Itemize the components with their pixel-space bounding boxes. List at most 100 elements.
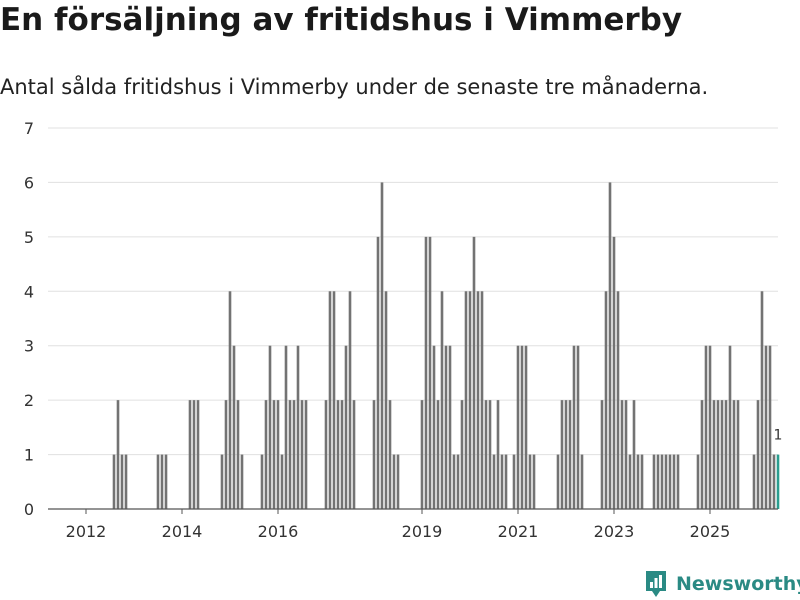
bar	[296, 345, 300, 509]
bar	[724, 400, 728, 509]
bar	[560, 400, 564, 509]
bar	[380, 182, 384, 509]
bar	[424, 236, 428, 509]
bar	[192, 400, 196, 509]
brand-logo: Newsworthy	[644, 568, 800, 600]
y-tick-label: 1	[24, 446, 34, 465]
bar	[672, 454, 676, 509]
bar	[636, 454, 640, 509]
bar	[532, 454, 536, 509]
bar	[428, 236, 432, 509]
bar	[696, 454, 700, 509]
bar	[760, 291, 764, 509]
bar	[236, 400, 240, 509]
bar	[720, 400, 724, 509]
bar	[604, 291, 608, 509]
bar	[756, 400, 760, 509]
y-tick-label: 7	[24, 119, 34, 138]
x-tick-label: 2021	[498, 522, 539, 541]
bar	[484, 400, 488, 509]
bar	[496, 400, 500, 509]
y-axis-ticks: 0 1 2 3 4 5 6 7	[24, 119, 34, 519]
bar	[664, 454, 668, 509]
bar	[112, 454, 116, 509]
bar	[444, 345, 448, 509]
bar	[344, 345, 348, 509]
bar	[116, 400, 120, 509]
bar	[676, 454, 680, 509]
bar	[700, 400, 704, 509]
bar	[612, 236, 616, 509]
bar	[712, 400, 716, 509]
y-tick-label: 6	[24, 173, 34, 192]
bar	[704, 345, 708, 509]
bar	[348, 291, 352, 509]
bar	[656, 454, 660, 509]
brand-name: Newsworthy	[676, 573, 800, 595]
bar	[372, 400, 376, 509]
bar	[224, 400, 228, 509]
bar	[292, 400, 296, 509]
bar	[500, 454, 504, 509]
bar	[464, 291, 468, 509]
bar	[752, 454, 756, 509]
bar	[396, 454, 400, 509]
bar	[492, 454, 496, 509]
bar	[480, 291, 484, 509]
bar-latest	[776, 454, 780, 509]
bar	[376, 236, 380, 509]
bar	[156, 454, 160, 509]
bar	[620, 400, 624, 509]
bar	[164, 454, 168, 509]
bar	[772, 454, 776, 509]
bar-chart: 0 1 2 3 4 5 6 7 2012 2014 2016 2019 2021 2023 2025 1	[24, 119, 783, 541]
bar	[160, 454, 164, 509]
bar	[640, 454, 644, 509]
bar	[580, 454, 584, 509]
bar	[516, 345, 520, 509]
bar	[220, 454, 224, 509]
bar	[432, 345, 436, 509]
bar	[632, 400, 636, 509]
bar	[420, 400, 424, 509]
bar	[556, 454, 560, 509]
bar	[568, 400, 572, 509]
bar	[472, 236, 476, 509]
chart-subtitle: Antal sålda fritidshus i Vimmerby under …	[0, 75, 709, 99]
bar	[716, 400, 720, 509]
bar	[268, 345, 272, 509]
x-tick-label: 2025	[690, 522, 731, 541]
x-tick-label: 2023	[594, 522, 635, 541]
bar	[284, 345, 288, 509]
bar	[728, 345, 732, 509]
bar	[576, 345, 580, 509]
y-tick-label: 4	[24, 282, 34, 301]
x-tick-label: 2014	[162, 522, 203, 541]
bar	[188, 400, 192, 509]
bar	[600, 400, 604, 509]
bar	[452, 454, 456, 509]
bar	[736, 400, 740, 509]
bar	[196, 400, 200, 509]
data-labels: 1	[774, 428, 783, 444]
y-tick-label: 5	[24, 228, 34, 247]
bar	[388, 400, 392, 509]
bars	[112, 182, 780, 509]
bar	[324, 400, 328, 509]
bar	[304, 400, 308, 509]
bar	[272, 400, 276, 509]
x-tick-label: 2012	[66, 522, 107, 541]
bar	[460, 400, 464, 509]
bar	[624, 400, 628, 509]
bar	[520, 345, 524, 509]
bar	[660, 454, 664, 509]
bar	[764, 345, 768, 509]
bar	[260, 454, 264, 509]
bar	[628, 454, 632, 509]
bar	[440, 291, 444, 509]
y-tick-label: 2	[24, 391, 34, 410]
bar	[448, 345, 452, 509]
grid-lines	[48, 127, 778, 456]
bar	[232, 345, 236, 509]
bar	[124, 454, 128, 509]
